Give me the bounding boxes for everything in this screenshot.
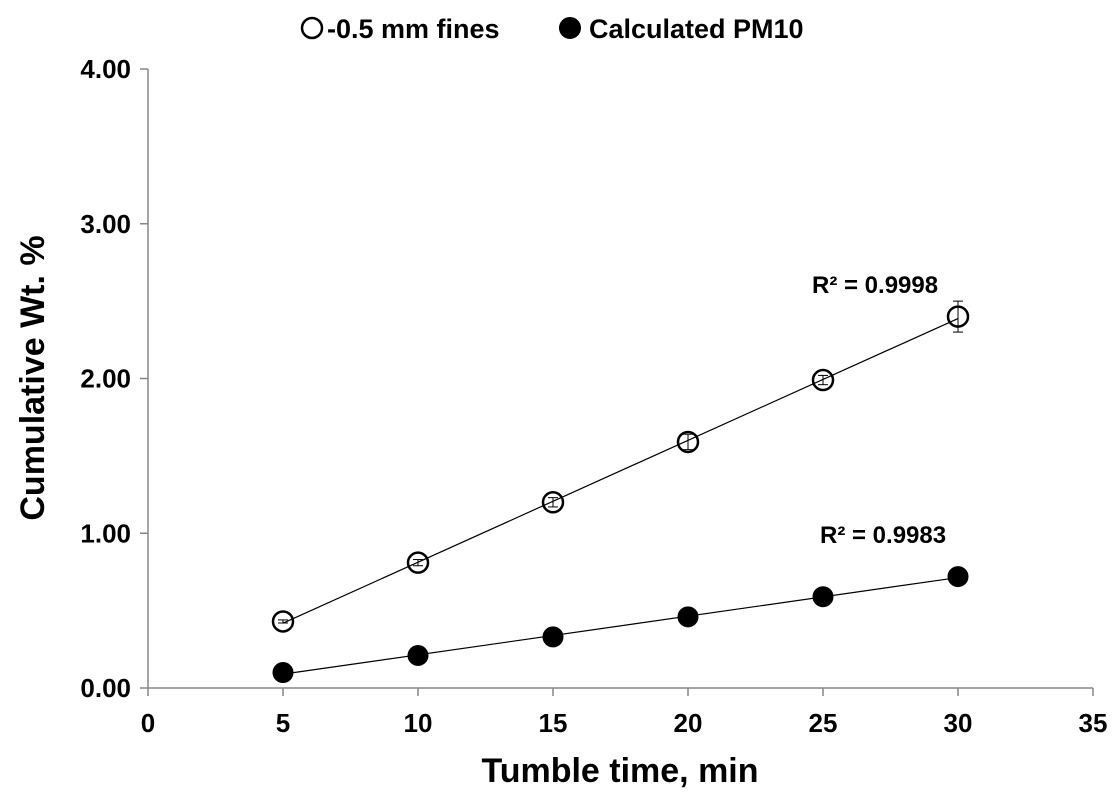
y-tick-label: 2.00	[80, 364, 131, 394]
x-tick-label: 5	[276, 708, 290, 738]
data-point-filled	[812, 586, 834, 608]
x-tick-label: 25	[809, 708, 838, 738]
r2-label-fines: R² = 0.9998	[812, 272, 938, 299]
x-tick-label: 20	[674, 708, 703, 738]
data-point-filled	[677, 606, 699, 628]
legend-marker-filled-circle	[559, 17, 581, 39]
legend-label-fines: -0.5 mm fines	[327, 14, 500, 44]
x-ticks: 0 5 10 15 20 25 30 35	[141, 688, 1108, 738]
data-point-open	[676, 430, 700, 454]
data-point-filled	[542, 626, 564, 648]
data-point-open	[811, 368, 835, 392]
y-tick-label: 1.00	[80, 518, 131, 548]
x-tick-label: 35	[1079, 708, 1108, 738]
data-point-open	[406, 551, 430, 574]
data-point-filled	[947, 566, 969, 588]
x-tick-label: 10	[404, 708, 433, 738]
trendline-series-1	[282, 576, 959, 675]
axes	[147, 69, 1093, 689]
x-axis-title: Tumble time, min	[481, 752, 758, 790]
data-point-open	[271, 610, 295, 633]
y-tick-label: 3.00	[80, 209, 131, 239]
data-point-open	[946, 305, 970, 328]
x-tick-label: 30	[944, 708, 973, 738]
x-tick-label: 0	[141, 708, 155, 738]
data-point-filled	[272, 662, 294, 684]
y-ticks: 0.00 1.00 2.00 3.00 4.00	[80, 54, 148, 703]
x-tick-label: 15	[539, 708, 568, 738]
legend-marker-open-circle	[300, 16, 324, 40]
plot-area	[271, 300, 970, 684]
y-tick-label: 4.00	[80, 54, 131, 84]
r2-label-pm10: R² = 0.9983	[820, 522, 946, 549]
trendline-series-0	[282, 317, 959, 624]
legend-label-pm10: Calculated PM10	[589, 14, 804, 44]
y-tick-label: 0.00	[80, 673, 131, 703]
y-axis-title: Cumulative Wt. %	[14, 235, 52, 520]
data-point-filled	[407, 645, 429, 667]
data-point-open	[541, 491, 565, 514]
legend: -0.5 mm fines Calculated PM10	[300, 14, 804, 44]
